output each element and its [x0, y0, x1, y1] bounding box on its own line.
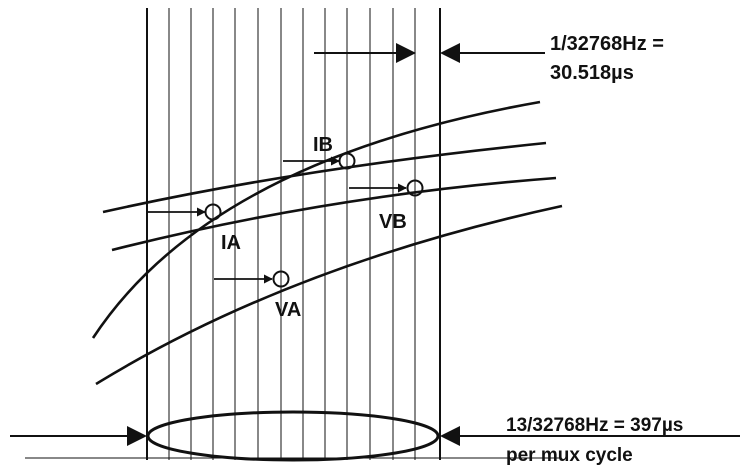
cycle-label-line2: per mux cycle: [506, 445, 633, 466]
sample-arrows: [148, 156, 407, 284]
curve-ib-steep: [91, 100, 541, 339]
sample-grid: [146, 8, 441, 460]
mux-cycle-marker: [10, 410, 740, 462]
label-ia: IA: [221, 232, 241, 254]
cycle-label-line1: 13/32768Hz = 397µs: [506, 415, 683, 436]
grid-sample-lines: [168, 8, 416, 460]
mux-cycle-ellipse: [146, 410, 440, 462]
curve-vb: [111, 176, 557, 252]
label-va: VA: [275, 299, 301, 321]
sample-point-ib: [338, 152, 356, 170]
curve-ia: [102, 141, 547, 214]
curve-va: [95, 204, 563, 386]
sample-point-ia: [204, 203, 222, 221]
sample-points: [204, 152, 424, 288]
period-label-line2: 30.518µs: [550, 62, 634, 84]
period-label-line1: 1/32768Hz =: [550, 33, 664, 55]
sample-point-vb: [406, 179, 424, 197]
signal-curves: [91, 100, 563, 386]
label-vb: VB: [379, 211, 407, 233]
sample-point-va: [272, 270, 290, 288]
label-ib: IB: [313, 134, 333, 156]
